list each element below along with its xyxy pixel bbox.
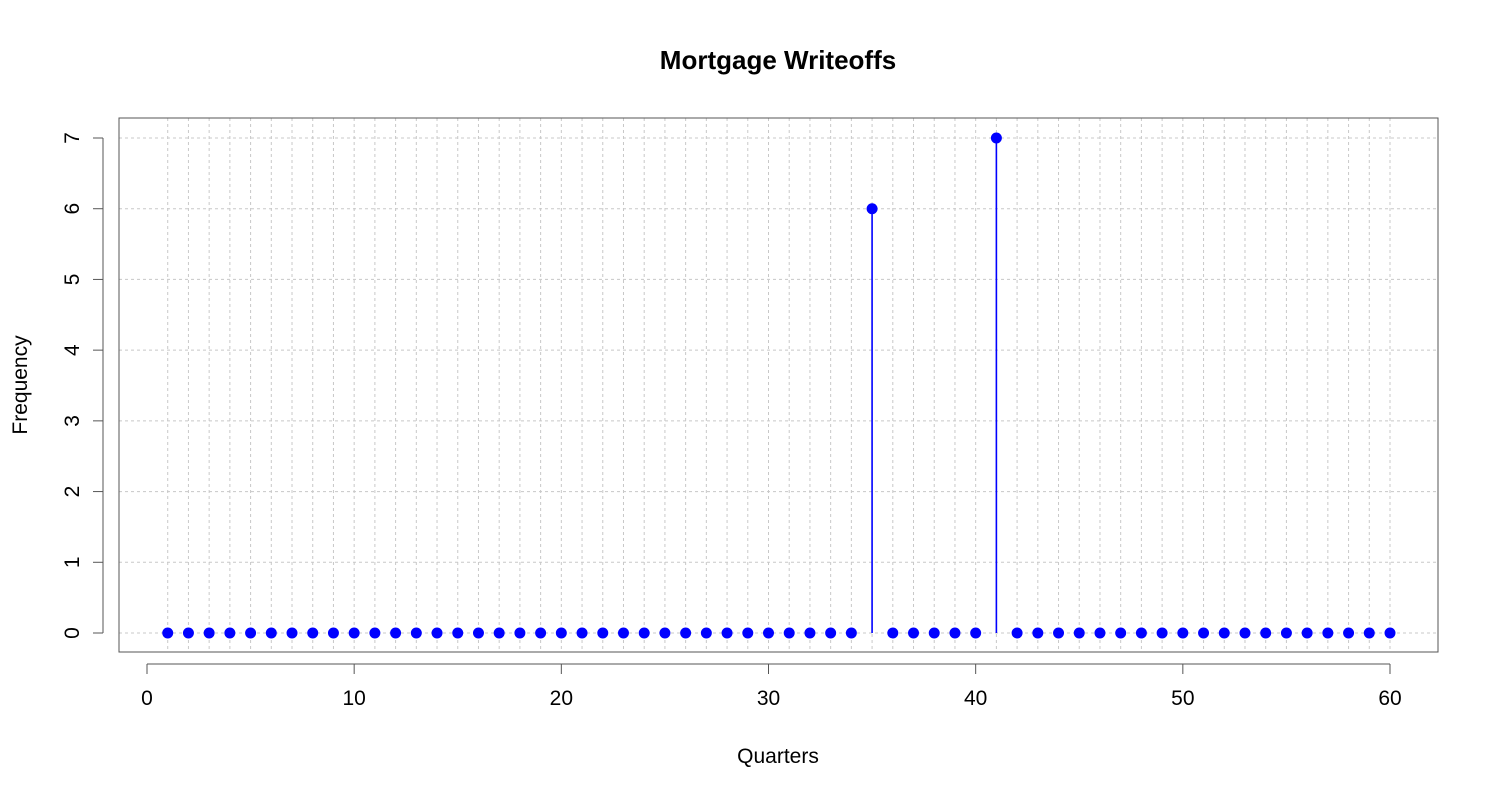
x-tick-label-50: 50 [1171, 687, 1194, 710]
data-point-24 [638, 627, 650, 639]
data-point-33 [825, 627, 837, 639]
data-point-35 [866, 203, 878, 215]
plot-frame [118, 117, 1439, 653]
data-point-45 [1073, 627, 1085, 639]
data-point-10 [348, 627, 360, 639]
data-point-59 [1363, 627, 1375, 639]
data-point-14 [431, 627, 443, 639]
data-point-6 [265, 627, 277, 639]
data-point-27 [700, 627, 712, 639]
y-tick-label-2: 2 [61, 486, 84, 498]
data-point-50 [1177, 627, 1189, 639]
data-point-37 [908, 627, 920, 639]
data-point-11 [369, 627, 381, 639]
x-tick-label-40: 40 [964, 687, 987, 710]
y-tick-label-4: 4 [61, 344, 84, 356]
data-point-32 [804, 627, 816, 639]
x-tick-label-30: 30 [757, 687, 780, 710]
chart-title: Mortgage Writeoffs [660, 45, 896, 75]
data-point-57 [1322, 627, 1334, 639]
y-tick-label-6: 6 [61, 203, 84, 215]
data-point-38 [928, 627, 940, 639]
data-point-15 [452, 627, 464, 639]
data-point-54 [1260, 627, 1272, 639]
data-point-36 [887, 627, 899, 639]
data-point-48 [1135, 627, 1147, 639]
data-point-29 [742, 627, 754, 639]
data-point-23 [617, 627, 629, 639]
data-point-46 [1094, 627, 1106, 639]
data-point-21 [576, 627, 588, 639]
data-point-17 [493, 627, 505, 639]
data-point-19 [535, 627, 547, 639]
data-point-5 [245, 627, 257, 639]
data-point-2 [182, 627, 194, 639]
data-point-30 [763, 627, 774, 639]
data-point-26 [680, 627, 692, 639]
data-point-58 [1343, 627, 1355, 639]
data-point-49 [1156, 627, 1168, 639]
x-tick-label-10: 10 [342, 687, 365, 710]
data-point-56 [1301, 627, 1313, 639]
x-tick-label-0: 0 [141, 687, 153, 710]
data-point-52 [1218, 627, 1230, 639]
data-point-8 [307, 627, 319, 639]
data-point-13 [410, 627, 422, 639]
data-point-47 [1115, 627, 1127, 639]
data-point-55 [1280, 627, 1292, 639]
data-point-4 [224, 627, 236, 639]
data-point-42 [1011, 627, 1023, 639]
y-axis-label: Frequency [9, 335, 32, 435]
y-tick-label-3: 3 [61, 415, 84, 427]
data-point-60 [1384, 627, 1396, 639]
grid [119, 118, 1438, 652]
data-point-43 [1032, 627, 1044, 639]
data-point-40 [970, 627, 982, 639]
y-tick-label-0: 0 [61, 627, 84, 639]
y-tick-label-7: 7 [61, 132, 84, 144]
data-point-9 [327, 627, 339, 639]
data-point-7 [286, 627, 298, 639]
data-point-44 [1053, 627, 1065, 639]
data-point-3 [203, 627, 215, 639]
data-point-28 [721, 627, 733, 639]
points [162, 132, 1396, 639]
stems [871, 138, 998, 633]
data-point-22 [597, 627, 609, 639]
data-point-34 [845, 627, 857, 639]
x-axis-label: Quarters [737, 745, 819, 768]
x-tick-label-20: 20 [550, 687, 573, 710]
y-tick-label-5: 5 [61, 274, 84, 286]
y-axis: 0 1 2 3 4 5 6 7 [61, 132, 104, 639]
x-axis: 0 10 20 30 40 50 60 [141, 663, 1402, 710]
data-point-16 [472, 627, 484, 639]
data-point-25 [659, 627, 671, 639]
data-point-12 [390, 627, 402, 639]
data-point-51 [1198, 627, 1210, 639]
data-point-18 [514, 627, 526, 639]
data-point-20 [555, 627, 567, 639]
y-tick-label-1: 1 [61, 556, 84, 568]
data-point-31 [783, 627, 795, 639]
data-point-41 [990, 132, 1002, 144]
x-tick-label-60: 60 [1378, 687, 1401, 710]
data-point-39 [949, 627, 961, 639]
data-point-1 [162, 627, 174, 639]
data-point-53 [1239, 627, 1251, 639]
